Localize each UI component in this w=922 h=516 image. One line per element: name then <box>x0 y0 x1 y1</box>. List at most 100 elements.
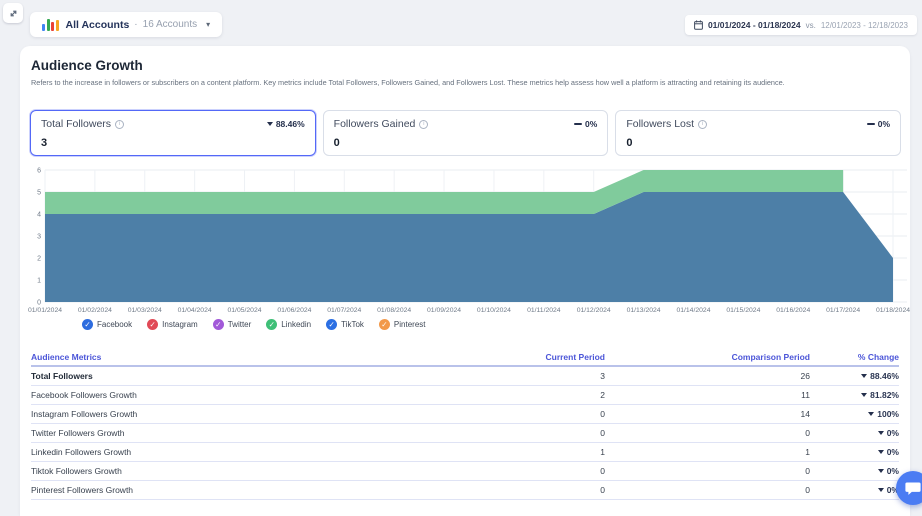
down-arrow-icon <box>877 469 884 473</box>
audience-growth-chart[interactable]: 0 1 2 3 4 5 6 01/01/2024 01/02/2024 01/03/2024 01/… <box>20 164 910 316</box>
page-title: Audience Growth <box>31 58 143 73</box>
svg-text:01/15/2024: 01/15/2024 <box>726 307 760 314</box>
legend-item-instagram[interactable]: ✓ Instagram <box>147 319 198 330</box>
table-header-row: Audience Metrics Current Period Comparis… <box>31 348 899 367</box>
table-body: Total Followers 3 26 88.46% Facebook Followe… <box>31 367 899 500</box>
svg-text:01/12/2024: 01/12/2024 <box>577 307 611 314</box>
svg-text:01/03/2024: 01/03/2024 <box>128 307 162 314</box>
current-period-value: 3 <box>600 371 605 381</box>
header-audience-metrics: Audience Metrics <box>31 351 102 362</box>
legend-item-pinterest[interactable]: ✓ Pinterest <box>378 319 426 330</box>
svg-text:01/14/2024: 01/14/2024 <box>676 307 710 314</box>
current-period-value: 1 <box>600 447 605 457</box>
percent-change-value: 81.82% <box>810 390 899 400</box>
metric-name: Twitter Followers Growth <box>31 428 125 438</box>
metric-card-followers-gained[interactable]: Followers Gained i 0% 0 <box>322 110 609 156</box>
table-row[interactable]: Total Followers 3 26 88.46% <box>31 367 899 386</box>
svg-text:01/10/2024: 01/10/2024 <box>477 307 511 314</box>
chat-button[interactable] <box>896 471 922 505</box>
account-selector-separator: · <box>134 19 138 30</box>
table-row[interactable]: Tiktok Followers Growth 0 0 0% <box>31 462 899 481</box>
down-arrow-icon <box>861 393 868 397</box>
bar-chart-icon <box>42 18 59 31</box>
check-circle-icon: ✓ <box>326 319 338 330</box>
svg-text:1: 1 <box>37 278 41 285</box>
change-direction-icon <box>266 122 273 126</box>
metric-card-value: 3 <box>41 137 48 149</box>
svg-text:01/08/2024: 01/08/2024 <box>377 307 411 314</box>
svg-text:3: 3 <box>37 234 41 241</box>
comparison-period-value: 0 <box>805 466 810 476</box>
current-period-value: 0 <box>600 409 605 419</box>
svg-text:01/13/2024: 01/13/2024 <box>627 307 661 314</box>
change-direction-icon <box>574 122 583 126</box>
svg-text:01/07/2024: 01/07/2024 <box>327 307 361 314</box>
metric-card-total-followers[interactable]: Total Followers i 88.46% 3 <box>30 110 316 156</box>
percent-change-value: 88.46% <box>810 371 899 381</box>
down-arrow-icon <box>877 450 884 454</box>
svg-text:01/05/2024: 01/05/2024 <box>228 307 262 314</box>
change-value: 88.46% <box>275 119 305 129</box>
comparison-period-value: 26 <box>800 371 810 381</box>
expand-button[interactable] <box>3 3 23 23</box>
svg-text:4: 4 <box>37 212 41 219</box>
metric-card-followers-lost[interactable]: Followers Lost i 0% 0 <box>615 110 902 156</box>
percent-change-value: 0% <box>810 466 899 476</box>
svg-text:01/18/2024: 01/18/2024 <box>876 307 910 314</box>
account-count: 16 Accounts <box>142 19 198 30</box>
current-period-value: 0 <box>600 485 605 495</box>
comparison-period-value: 1 <box>805 447 810 457</box>
account-selector[interactable]: All Accounts · 16 Accounts ▾ <box>30 12 223 37</box>
chevron-down-icon: ▾ <box>206 20 211 29</box>
svg-text:2: 2 <box>37 256 41 263</box>
comparison-period-value: 0 <box>805 485 810 495</box>
audience-metrics-table: Audience Metrics Current Period Comparis… <box>31 348 899 500</box>
current-period-value: 0 <box>600 428 605 438</box>
check-circle-icon: ✓ <box>378 319 390 330</box>
svg-text:5: 5 <box>37 190 41 197</box>
table-row[interactable]: Pinterest Followers Growth 0 0 0% <box>31 481 899 500</box>
metric-card-title: Followers Lost <box>626 118 695 130</box>
svg-text:01/02/2024: 01/02/2024 <box>78 307 112 314</box>
account-selector-label: All Accounts <box>65 18 130 31</box>
down-arrow-icon <box>877 488 884 492</box>
svg-text:01/01/2024: 01/01/2024 <box>28 307 62 314</box>
section-description: Refers to the increase in followers or s… <box>31 78 785 87</box>
svg-text:01/04/2024: 01/04/2024 <box>178 307 212 314</box>
percent-change-value: 100% <box>810 409 899 419</box>
metric-name: Tiktok Followers Growth <box>31 466 122 476</box>
legend-item-twitter[interactable]: ✓ Twitter <box>212 319 251 330</box>
percent-change-value: 0% <box>810 485 899 495</box>
date-range-vs-label: vs. <box>805 20 816 30</box>
metric-name: Total Followers <box>31 371 93 381</box>
info-icon[interactable]: i <box>419 119 429 129</box>
legend-item-tiktok[interactable]: ✓ TikTok <box>326 319 364 330</box>
metric-card-title: Followers Gained <box>333 118 416 130</box>
diagonal-resize-icon <box>10 10 16 16</box>
comparison-period-value: 14 <box>800 409 810 419</box>
table-row[interactable]: Facebook Followers Growth 2 11 81.82% <box>31 386 899 405</box>
audience-growth-panel: Audience Growth Refers to the increase i… <box>20 46 910 516</box>
svg-text:01/06/2024: 01/06/2024 <box>277 307 311 314</box>
check-circle-icon: ✓ <box>212 319 224 330</box>
header-comparison-period: Comparison Period <box>731 351 810 362</box>
table-row[interactable]: Twitter Followers Growth 0 0 0% <box>31 424 899 443</box>
change-value: 0% <box>877 119 891 129</box>
svg-text:0: 0 <box>37 300 41 307</box>
svg-text:6: 6 <box>37 168 41 175</box>
info-icon[interactable]: i <box>115 119 125 129</box>
metric-card-value: 0 <box>333 137 340 149</box>
metric-name: Facebook Followers Growth <box>31 390 137 400</box>
current-period-value: 0 <box>600 466 605 476</box>
metric-cards-row: Total Followers i 88.46% 3 Followers Gai… <box>30 110 902 156</box>
table-row[interactable]: Instagram Followers Growth 0 14 100% <box>31 405 899 424</box>
info-icon[interactable]: i <box>698 119 708 129</box>
date-range-picker[interactable]: 01/01/2024 - 01/18/2024 vs. 12/01/2023 -… <box>684 15 917 35</box>
percent-change-value: 0% <box>810 447 899 457</box>
table-row[interactable]: Linkedin Followers Growth 1 1 0% <box>31 443 899 462</box>
comparison-period-value: 11 <box>801 390 810 400</box>
metric-name: Linkedin Followers Growth <box>31 447 132 457</box>
legend-item-linkedin[interactable]: ✓ Linkedin <box>266 319 311 330</box>
chart-legend: ✓ Facebook ✓ Instagram ✓ Twitter ✓ Linkedin … <box>82 319 426 330</box>
legend-item-facebook[interactable]: ✓ Facebook <box>82 319 132 330</box>
